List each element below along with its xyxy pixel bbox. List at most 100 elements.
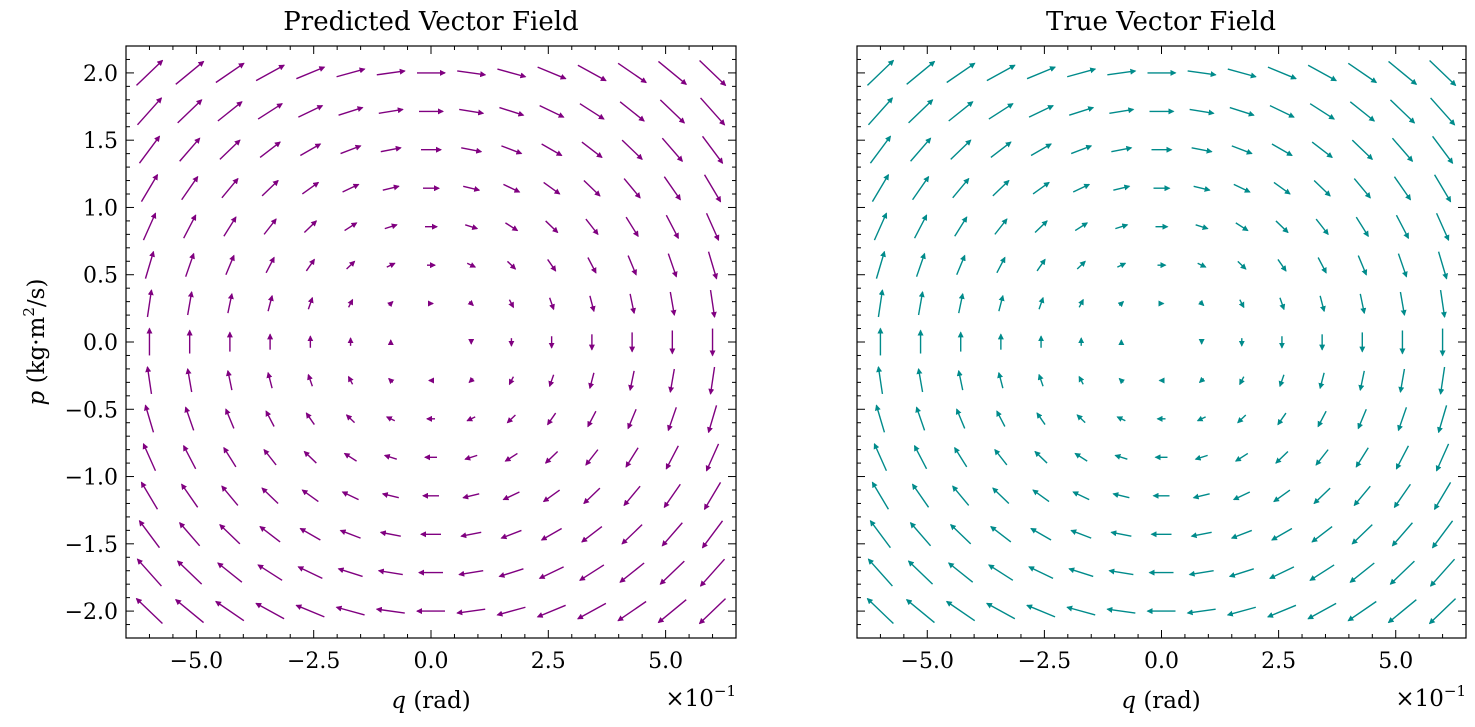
vector-arrow xyxy=(543,181,561,195)
vector-arrow xyxy=(1438,366,1446,395)
vector-arrow xyxy=(1235,222,1249,232)
vector-arrow xyxy=(135,597,163,625)
vector-arrow xyxy=(225,369,233,391)
vector-arrow xyxy=(342,183,360,193)
vector-arrow xyxy=(629,293,637,315)
vector-arrow xyxy=(869,135,892,164)
vector-arrow xyxy=(625,216,639,238)
vector-arrow xyxy=(619,562,645,583)
predicted-field-panel: Predicted Vector Field −5.0 −2.5 0.0 2.5 5.0… xyxy=(20,7,737,714)
vector-arrow xyxy=(1349,101,1376,122)
vector-arrow xyxy=(698,598,727,625)
vector-arrow xyxy=(378,107,404,114)
vector-arrow xyxy=(1030,143,1052,157)
vector-arrow xyxy=(459,108,485,116)
vector-arrow xyxy=(659,560,685,585)
vector-arrow xyxy=(496,606,526,617)
vector-arrow xyxy=(1273,181,1291,195)
vector-arrow xyxy=(908,99,934,124)
vector-arrow xyxy=(1355,447,1369,468)
vector-arrow xyxy=(1232,491,1251,501)
vector-arrow xyxy=(299,527,321,541)
vector-arrow xyxy=(375,606,405,614)
vector-arrow xyxy=(701,520,724,549)
vector-arrow xyxy=(623,485,641,507)
vector-arrow xyxy=(1267,66,1297,80)
vector-arrow xyxy=(1387,599,1417,624)
vector-arrow xyxy=(1117,300,1125,308)
vector-arrow xyxy=(1036,258,1046,272)
vector-arrow xyxy=(990,141,1012,158)
y-tick-label: 0.0 xyxy=(83,331,118,356)
vector-arrow xyxy=(665,214,679,240)
y-tick-label: 1.5 xyxy=(83,129,118,154)
vector-arrow xyxy=(1231,145,1253,155)
vector-arrow xyxy=(1318,372,1325,390)
vector-arrow xyxy=(579,564,605,581)
vector-arrow xyxy=(185,367,193,393)
vector-arrow xyxy=(1275,451,1289,464)
vector-arrow xyxy=(346,260,356,270)
vector-arrow xyxy=(661,522,683,547)
vector-arrow xyxy=(1349,562,1375,583)
vector-arrow xyxy=(703,481,722,511)
vector-arrow xyxy=(583,487,601,505)
vector-arrow xyxy=(1198,376,1206,384)
y-tick-label: 2.0 xyxy=(83,62,118,87)
vector-arrow xyxy=(347,375,354,385)
vector-arrow xyxy=(457,70,487,78)
vector-arrow xyxy=(1072,183,1091,193)
vector-arrow xyxy=(1076,414,1086,424)
vector-arrow xyxy=(1271,143,1293,157)
vector-arrow xyxy=(305,412,315,425)
vector-arrow xyxy=(548,297,555,311)
vector-arrow xyxy=(873,212,888,241)
vector-arrow xyxy=(581,526,603,543)
vector-arrow xyxy=(303,220,318,233)
vector-arrow xyxy=(1192,493,1210,500)
vector-arrow xyxy=(1428,598,1457,625)
vector-arrow xyxy=(579,103,605,120)
vector-arrow xyxy=(301,181,320,195)
vector-arrow xyxy=(344,222,358,232)
vector-arrow xyxy=(1395,214,1410,240)
vector-arrow xyxy=(1233,183,1251,193)
vector-arrow xyxy=(1107,68,1137,76)
x-axis-label: q (rad) xyxy=(1121,688,1200,714)
vector-arrow xyxy=(259,141,281,158)
vector-arrow xyxy=(1351,139,1374,161)
vector-arrow xyxy=(985,602,1016,620)
vector-arrow xyxy=(1399,291,1407,317)
vector-arrow xyxy=(138,135,161,164)
vector-arrow xyxy=(135,59,164,86)
vector-arrow xyxy=(956,254,966,276)
vector-arrow xyxy=(501,145,523,155)
vector-arrow xyxy=(916,367,924,393)
vector-arrow xyxy=(1315,218,1329,236)
vector-arrow xyxy=(140,481,159,510)
vector-arrow xyxy=(917,291,925,316)
y-tick-label: 1.0 xyxy=(83,196,118,221)
vector-arrow xyxy=(873,442,888,472)
vector-arrow xyxy=(179,137,201,162)
vector-arrow xyxy=(657,60,687,85)
x-tick-label: 2.5 xyxy=(1261,649,1296,674)
vector-arrow xyxy=(1196,415,1206,422)
vector-arrow xyxy=(255,602,285,620)
vector-arrow xyxy=(301,489,319,503)
vector-arrow xyxy=(183,444,197,470)
vector-arrow xyxy=(1032,489,1050,503)
vector-arrow xyxy=(185,252,195,277)
vector-arrow xyxy=(458,570,484,577)
vector-arrow xyxy=(1429,59,1457,87)
vector-arrow xyxy=(1067,67,1097,78)
vector-arrow xyxy=(1228,568,1255,578)
vector-arrow xyxy=(387,300,394,308)
vector-arrow xyxy=(1030,527,1052,541)
vector-arrow xyxy=(338,106,364,116)
vector-arrow xyxy=(465,224,479,230)
vector-arrow xyxy=(537,66,567,80)
vector-arrow xyxy=(986,64,1016,82)
vector-arrow xyxy=(1353,485,1371,507)
vector-arrow xyxy=(1226,606,1256,617)
